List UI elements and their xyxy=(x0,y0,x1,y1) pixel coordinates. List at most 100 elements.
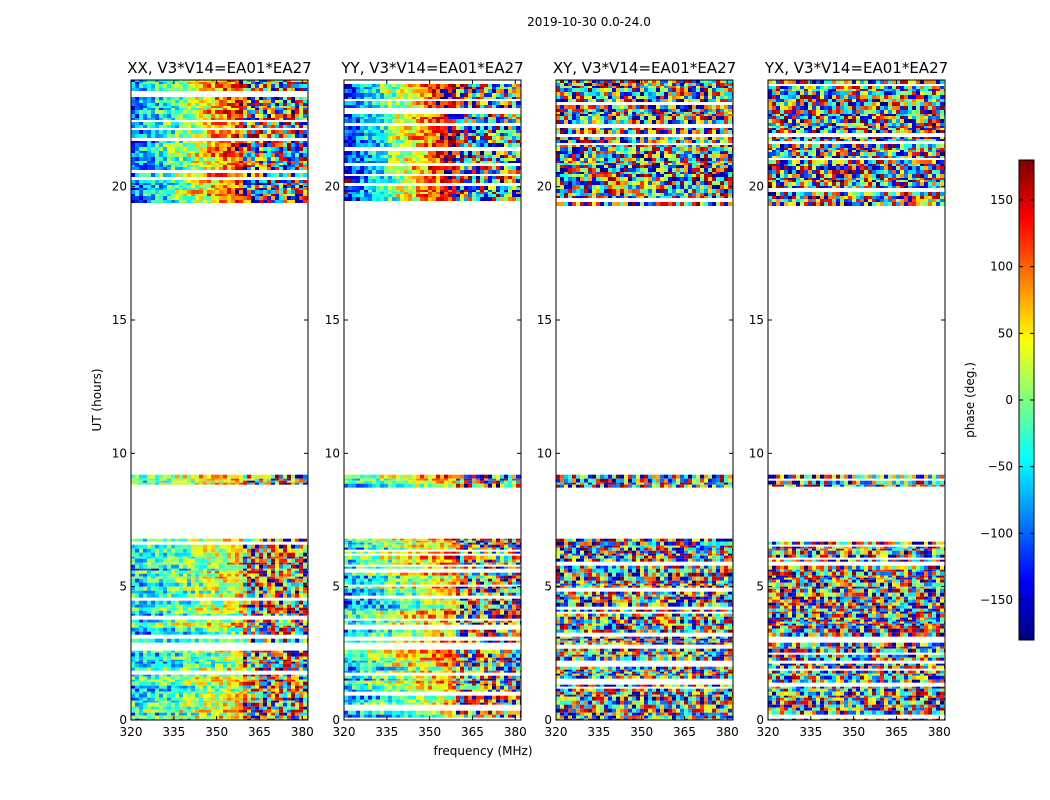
heatmap-cell xyxy=(203,110,207,114)
heatmap-cell xyxy=(199,700,203,703)
heatmap-cell xyxy=(159,619,163,623)
heatmap-cell xyxy=(215,631,219,635)
heatmap-cell xyxy=(263,582,267,587)
heatmap-cell xyxy=(163,661,167,664)
heatmap-cell xyxy=(424,588,428,593)
heatmap-cell xyxy=(235,681,239,686)
heatmap-cell xyxy=(247,578,251,583)
heatmap-cell xyxy=(287,656,291,660)
heatmap-cell xyxy=(219,84,223,88)
heatmap-cell xyxy=(283,122,287,125)
heatmap-cell xyxy=(267,130,271,134)
heatmap-cell xyxy=(147,538,151,542)
heatmap-cell xyxy=(147,180,151,183)
heatmap-cell xyxy=(159,151,163,153)
heatmap-cell xyxy=(299,691,303,694)
heatmap-cell xyxy=(267,627,271,632)
heatmap-cell xyxy=(167,130,171,134)
heatmap-cell xyxy=(155,650,159,653)
heatmap-cell xyxy=(231,681,235,686)
heatmap-cell xyxy=(143,556,147,559)
heatmap-cell xyxy=(143,590,147,594)
heatmap-cell xyxy=(163,185,167,188)
heatmap-cell xyxy=(215,600,219,605)
heatmap-cell xyxy=(239,103,243,106)
heatmap-cell xyxy=(231,593,235,598)
heatmap-cell xyxy=(223,180,227,183)
heatmap-cell xyxy=(227,103,231,106)
heatmap-cell xyxy=(207,180,211,183)
heatmap-cell xyxy=(183,688,187,692)
heatmap-cell xyxy=(175,650,179,653)
heatmap-cell xyxy=(508,538,512,541)
heatmap-cell xyxy=(287,576,291,579)
heatmap-cell xyxy=(207,570,211,574)
heatmap-cell xyxy=(235,688,239,692)
heatmap-cell xyxy=(171,161,175,163)
heatmap-cell xyxy=(271,586,275,591)
heatmap-cell xyxy=(259,638,263,643)
heatmap-cell xyxy=(143,570,147,574)
heatmap-cell xyxy=(460,540,464,543)
heatmap-cell xyxy=(247,568,251,571)
heatmap-cell xyxy=(263,667,267,671)
heatmap-cell xyxy=(283,188,287,190)
heatmap-cell xyxy=(211,586,215,591)
heatmap-cell xyxy=(303,659,307,662)
heatmap-cell xyxy=(231,600,235,605)
heatmap-cell xyxy=(267,190,271,194)
heatmap-cell xyxy=(199,593,203,598)
heatmap-cell xyxy=(159,190,163,194)
heatmap-cell xyxy=(239,610,243,614)
heatmap-cell xyxy=(388,578,392,582)
heatmap-cell xyxy=(259,478,263,481)
heatmap-cell xyxy=(159,681,163,686)
heatmap-cell xyxy=(187,200,191,203)
heatmap-cell xyxy=(428,600,432,605)
heatmap-cell xyxy=(199,151,203,153)
heatmap-cell xyxy=(227,578,231,583)
heatmap-cell xyxy=(267,570,271,574)
heatmap-cell xyxy=(263,718,267,720)
heatmap-cell xyxy=(219,548,223,553)
heatmap-cell xyxy=(183,659,187,662)
heatmap-cell xyxy=(279,180,283,183)
heatmap-cell xyxy=(179,625,183,628)
heatmap-cell xyxy=(167,564,171,569)
heatmap-cell xyxy=(151,151,155,153)
heatmap-cell xyxy=(239,556,243,559)
heatmap-cell xyxy=(412,592,416,596)
heatmap-cell xyxy=(408,559,412,563)
heatmap-cell xyxy=(211,656,215,660)
heatmap-cell xyxy=(396,551,400,554)
heatmap-cell xyxy=(195,147,199,151)
heatmap-cell xyxy=(203,143,207,147)
heatmap-cell xyxy=(239,88,243,91)
heatmap-cell xyxy=(283,661,287,664)
heatmap-cell xyxy=(295,183,299,185)
heatmap-cell xyxy=(151,656,155,660)
heatmap-cell xyxy=(243,141,247,143)
heatmap-cell xyxy=(303,576,307,579)
heatmap-cell xyxy=(223,586,227,591)
heatmap-cell xyxy=(303,706,307,710)
heatmap-cell xyxy=(231,538,235,542)
heatmap-cell xyxy=(271,103,275,106)
heatmap-cell xyxy=(159,147,163,151)
heatmap-cell xyxy=(303,715,307,719)
heatmap-cell xyxy=(235,600,239,605)
heatmap-cell xyxy=(263,604,267,608)
heatmap-cell xyxy=(227,582,231,587)
heatmap-cell xyxy=(179,607,183,611)
heatmap-cell xyxy=(408,586,412,589)
heatmap-cell xyxy=(360,540,364,543)
heatmap-cell xyxy=(131,685,135,689)
heatmap-cell xyxy=(187,610,191,614)
heatmap-cell xyxy=(223,88,227,91)
heatmap-cell xyxy=(424,575,428,579)
heatmap-cell xyxy=(452,575,456,579)
heatmap-cell xyxy=(151,161,155,163)
heatmap-cell xyxy=(203,568,207,571)
heatmap-cell xyxy=(356,551,360,554)
heatmap-cell xyxy=(207,108,211,110)
